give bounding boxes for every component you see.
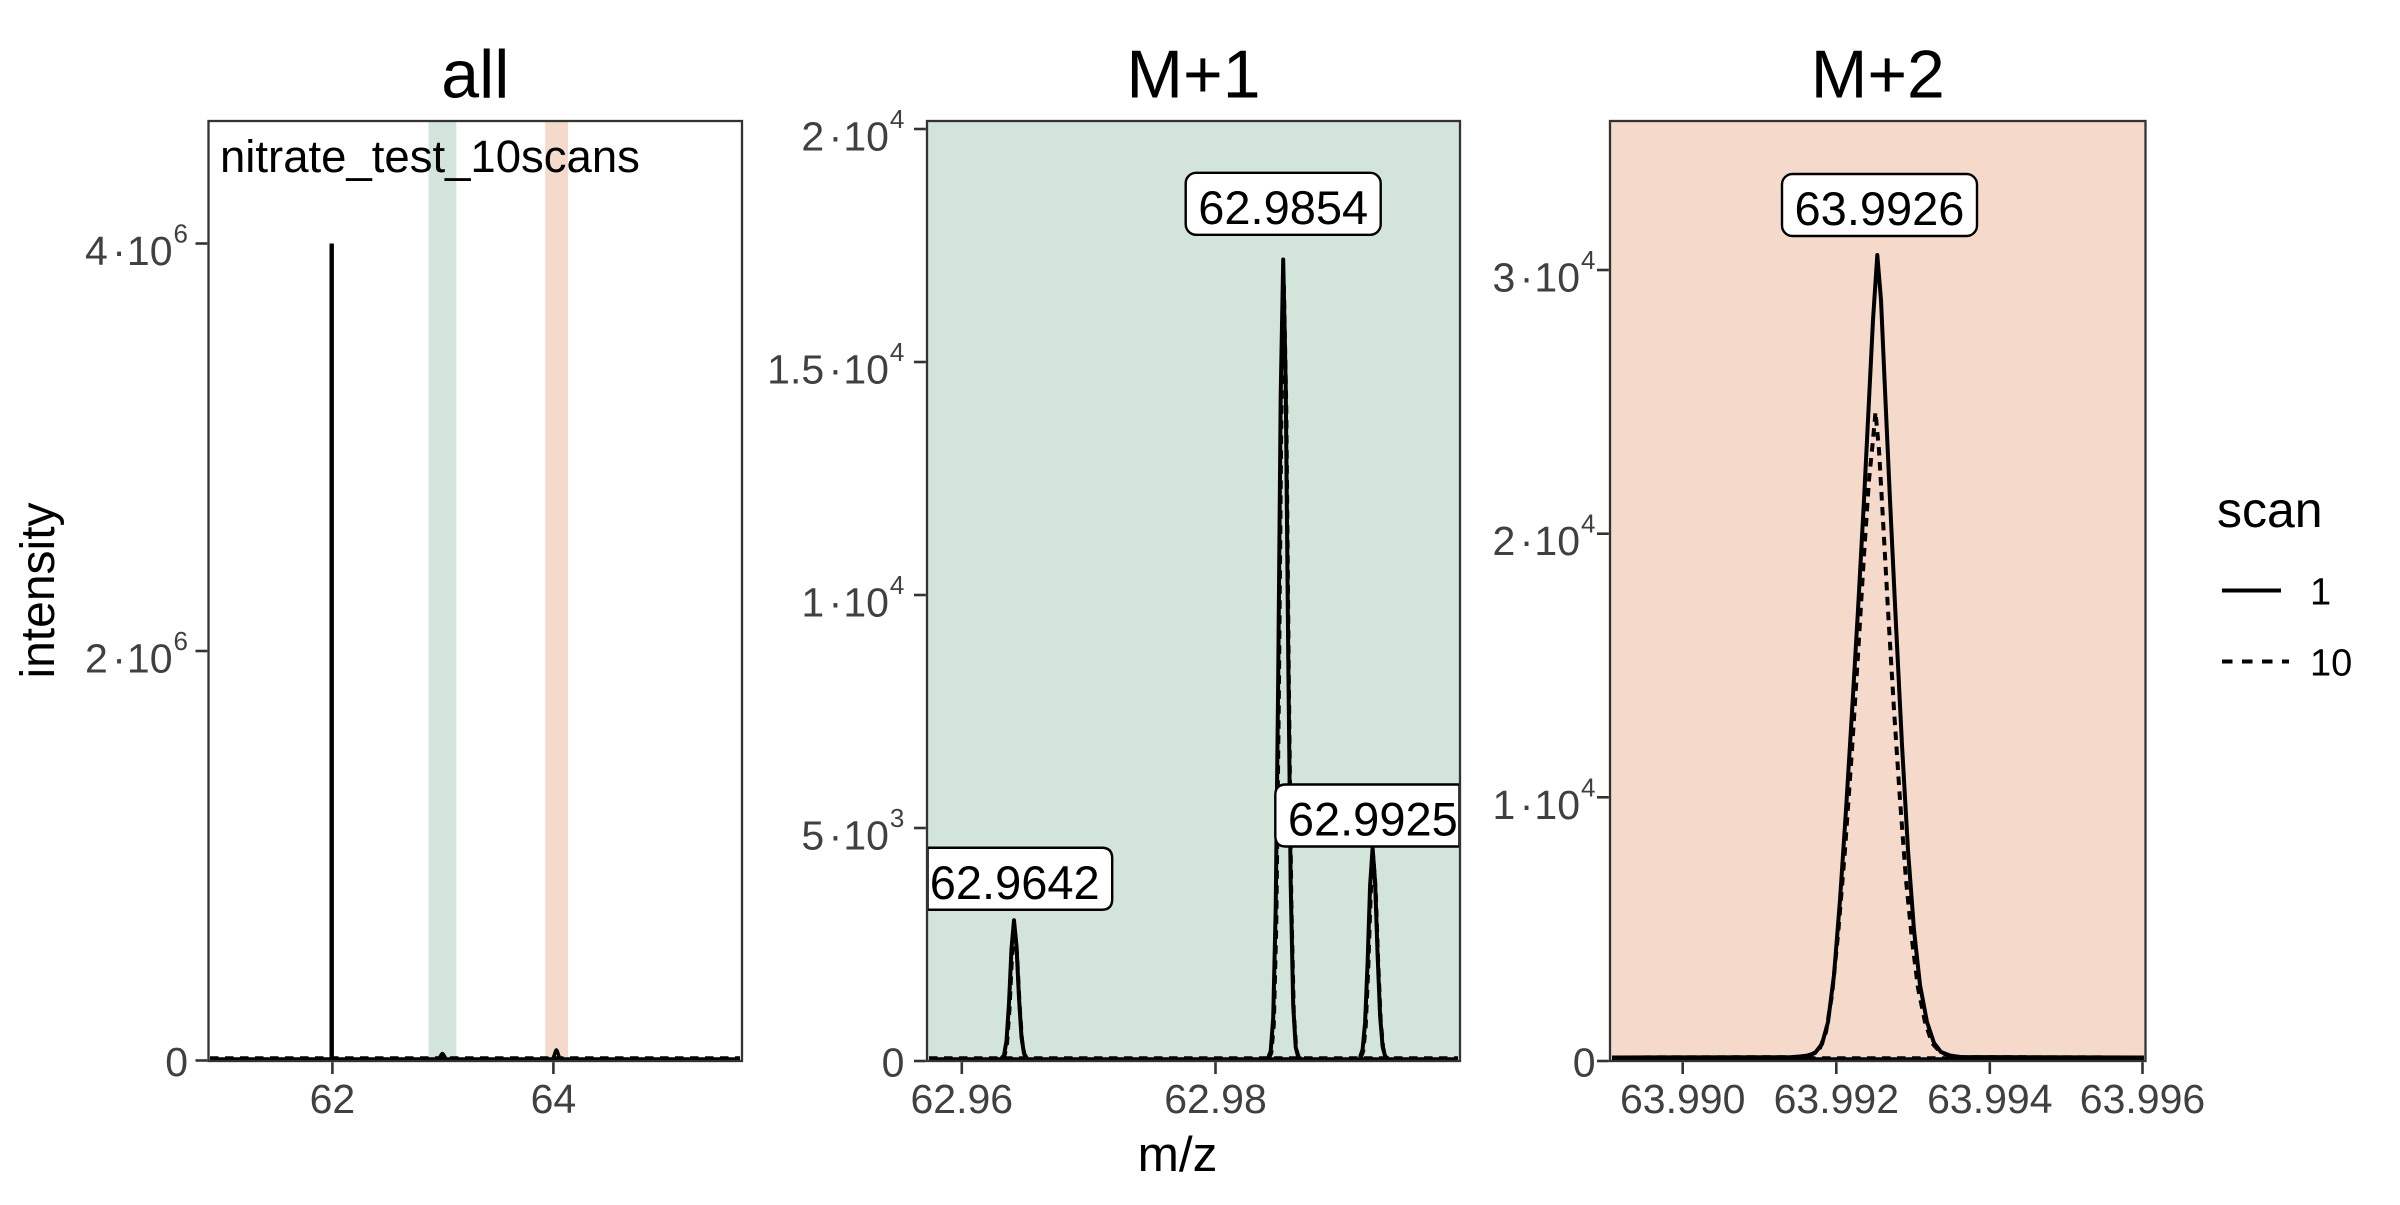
svg-text:1: 1 — [2310, 572, 2331, 614]
svg-text:62.9854: 62.9854 — [1198, 181, 1368, 234]
svg-text:M+1: M+1 — [1126, 37, 1260, 113]
svg-text:62: 62 — [310, 1076, 356, 1122]
svg-text:0: 0 — [165, 1039, 188, 1085]
svg-text:all: all — [441, 37, 509, 113]
svg-text:2·104: 2·104 — [801, 104, 904, 160]
svg-text:63.994: 63.994 — [1927, 1076, 2052, 1122]
svg-text:62.9642: 62.9642 — [930, 856, 1100, 909]
svg-text:63.996: 63.996 — [2080, 1076, 2205, 1122]
svg-text:nitrate_test_10scans: nitrate_test_10scans — [220, 131, 640, 182]
svg-text:4·106: 4·106 — [85, 219, 188, 275]
svg-text:M+2: M+2 — [1811, 37, 1945, 113]
svg-text:intensity: intensity — [12, 502, 65, 678]
svg-text:62.98: 62.98 — [1164, 1076, 1267, 1122]
svg-text:0: 0 — [1573, 1040, 1596, 1086]
svg-text:1·104: 1·104 — [801, 570, 904, 626]
svg-text:63.992: 63.992 — [1774, 1076, 1899, 1122]
svg-text:2·106: 2·106 — [85, 626, 188, 682]
svg-text:10: 10 — [2310, 643, 2352, 685]
svg-text:5·103: 5·103 — [801, 803, 904, 859]
svg-text:scan: scan — [2217, 482, 2323, 538]
svg-text:0: 0 — [882, 1040, 905, 1086]
svg-text:63.990: 63.990 — [1620, 1076, 1745, 1122]
svg-text:m/z: m/z — [1138, 1127, 1218, 1182]
svg-text:3·104: 3·104 — [1492, 245, 1595, 301]
svg-text:2·104: 2·104 — [1492, 509, 1595, 565]
svg-text:63.9926: 63.9926 — [1795, 182, 1965, 235]
svg-text:1·104: 1·104 — [1492, 772, 1595, 828]
svg-text:1.5·104: 1.5·104 — [767, 337, 904, 393]
svg-text:62.9925: 62.9925 — [1288, 793, 1458, 846]
svg-text:64: 64 — [531, 1076, 577, 1122]
svg-text:62.96: 62.96 — [910, 1076, 1013, 1122]
